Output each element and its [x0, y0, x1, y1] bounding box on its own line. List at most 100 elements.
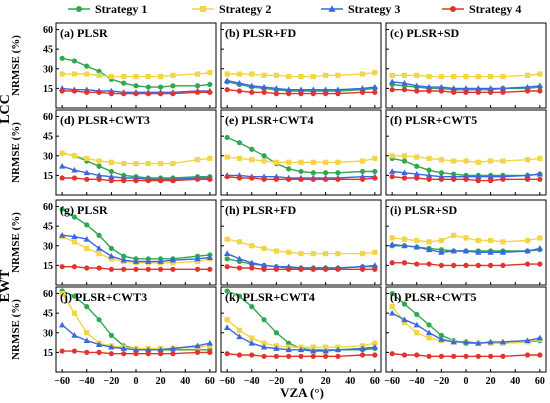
- data-point: [194, 89, 201, 95]
- panel-title: (f) PLSR+CWT5: [390, 113, 477, 127]
- data-point: [121, 351, 127, 357]
- data-point: [120, 345, 127, 351]
- data-point: [310, 353, 316, 359]
- data-point: [401, 87, 408, 93]
- panel-11: −60 −40 −20 0 20 40 60 (l) PLSR+CWT5: [384, 286, 547, 387]
- data-point: [438, 262, 444, 268]
- data-point: [524, 83, 531, 90]
- data-point: [273, 345, 280, 351]
- data-point: [388, 78, 396, 85]
- data-point: [224, 154, 230, 160]
- series-line-3: [62, 87, 210, 94]
- data-point: [145, 178, 151, 184]
- data-point: [157, 258, 164, 264]
- data-point: [450, 247, 457, 254]
- panel-title: (a) PLSR: [60, 26, 108, 40]
- data-point: [71, 293, 78, 299]
- data-point: [261, 353, 267, 359]
- data-point: [438, 237, 444, 244]
- legend-label-4: Strategy 4: [469, 2, 521, 16]
- data-point: [145, 161, 151, 167]
- data-point: [108, 256, 114, 262]
- data-point: [249, 157, 255, 163]
- data-point: [286, 74, 292, 80]
- data-point: [389, 235, 395, 241]
- y-axis-label: NRMSE (%): [10, 122, 22, 183]
- data-point: [372, 340, 378, 346]
- data-point: [108, 332, 114, 338]
- data-point: [323, 159, 329, 165]
- data-point: [451, 74, 457, 80]
- data-point: [224, 236, 230, 242]
- data-point: [426, 176, 432, 182]
- data-point: [438, 157, 444, 163]
- data-point: [84, 222, 90, 228]
- data-point: [359, 352, 366, 358]
- x-tick-label: 60: [370, 376, 380, 387]
- panel-frame: [220, 286, 382, 373]
- data-point: [224, 256, 230, 262]
- legend-marker-4: [450, 6, 456, 12]
- series-line-3: [392, 170, 540, 178]
- data-point: [71, 71, 78, 77]
- x-tick-label: −20: [104, 376, 120, 387]
- data-point: [261, 89, 267, 95]
- data-point: [83, 337, 90, 344]
- data-point: [438, 176, 444, 182]
- data-point: [298, 251, 304, 257]
- data-point: [207, 349, 213, 355]
- legend-marker-3: [328, 5, 336, 12]
- data-point: [389, 351, 395, 357]
- data-point: [500, 262, 506, 268]
- data-point: [425, 83, 433, 90]
- panels: 15 30 45 60 (a) PLSR (b) PLSR+FD (c) PLSR+SD 15…: [43, 22, 547, 387]
- panel-3: 15 30 45 60 (d) PLSR+CWT3: [43, 109, 217, 196]
- data-point: [298, 91, 304, 97]
- data-point: [488, 237, 494, 244]
- x-tick-label: −60: [219, 376, 235, 387]
- data-point: [389, 72, 395, 78]
- data-point: [261, 340, 267, 346]
- data-point: [133, 178, 139, 184]
- data-point: [194, 258, 201, 265]
- panel-0: 15 30 45 60 (a) PLSR: [43, 22, 217, 109]
- data-point: [71, 153, 78, 159]
- data-point: [359, 266, 366, 272]
- data-point: [158, 74, 164, 80]
- data-point: [71, 166, 78, 173]
- data-point: [84, 330, 90, 336]
- data-point: [475, 74, 481, 80]
- data-point: [426, 322, 432, 328]
- data-point: [120, 256, 127, 263]
- data-point: [121, 74, 127, 80]
- data-point: [194, 255, 201, 262]
- data-point: [236, 293, 243, 299]
- row-label: EWT: [0, 269, 13, 302]
- series-line-3: [61, 324, 210, 351]
- data-point: [323, 251, 329, 257]
- y-tick-label: 60: [43, 112, 53, 123]
- data-point: [286, 91, 292, 97]
- data-point: [286, 176, 292, 182]
- data-point: [463, 176, 469, 182]
- data-point: [133, 91, 139, 97]
- data-point: [487, 85, 494, 91]
- data-point: [121, 178, 127, 184]
- data-point: [261, 245, 267, 251]
- data-point: [389, 304, 395, 310]
- data-point: [426, 335, 432, 341]
- data-point: [170, 351, 176, 357]
- data-point: [206, 254, 214, 260]
- data-point: [438, 74, 444, 80]
- data-point: [537, 352, 543, 358]
- data-point: [121, 161, 127, 167]
- data-point: [500, 158, 506, 164]
- data-point: [414, 330, 420, 336]
- data-point: [249, 335, 255, 341]
- data-point: [536, 245, 544, 251]
- data-point: [401, 352, 408, 358]
- panel-title: (k) PLSR+CWT4: [225, 290, 315, 304]
- series-line-3: [392, 81, 540, 90]
- data-point: [249, 243, 255, 249]
